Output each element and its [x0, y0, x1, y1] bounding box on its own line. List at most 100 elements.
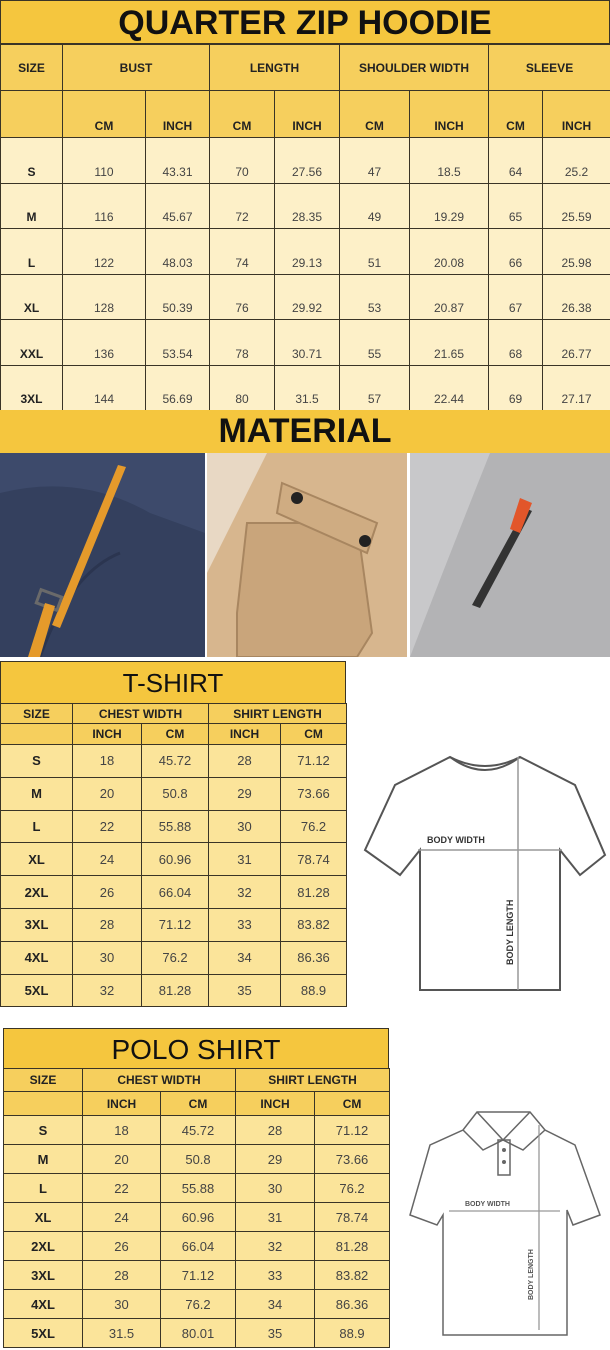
value-cell: 86.36: [280, 940, 348, 975]
value-cell: 78: [209, 319, 276, 366]
empty-header: [0, 90, 63, 138]
value-cell: 26: [82, 1231, 161, 1261]
value-cell: 25.59: [542, 182, 610, 229]
value-cell: 18: [72, 744, 142, 778]
table-row: 5XL 31.5 80.01 35 88.9: [3, 1318, 391, 1348]
table-row: XXL 136 53.54 78 30.71 55 21.65 68 26.77: [0, 319, 610, 366]
value-cell: 55: [339, 319, 411, 366]
value-cell: 66.04: [140, 875, 210, 909]
hoodie-size-table: SIZE BUST LENGTH SHOULDER WIDTH SLEEVE C…: [0, 44, 610, 411]
value-cell: 35: [235, 1318, 316, 1348]
value-cell: 74: [209, 228, 276, 275]
chest-width-header: CHEST WIDTH: [71, 703, 210, 724]
value-cell: 24: [72, 842, 142, 877]
size-cell: L: [0, 228, 63, 275]
value-cell: 71.12: [314, 1115, 391, 1145]
size-header: SIZE: [3, 1068, 83, 1092]
value-cell: 81.28: [140, 973, 210, 1008]
table-row: M 20 50.8 29 73.66: [3, 1144, 391, 1174]
table-row: L 122 48.03 74 29.13 51 20.08 66 25.98: [0, 228, 610, 275]
value-cell: 22: [72, 809, 142, 844]
value-cell: 26.38: [542, 273, 610, 320]
size-cell: 4XL: [3, 1289, 83, 1319]
size-cell: S: [0, 137, 63, 184]
value-cell: 20.08: [409, 228, 490, 275]
value-cell: 76: [209, 273, 276, 320]
value-cell: 21.65: [409, 319, 490, 366]
size-cell: 2XL: [0, 875, 73, 909]
value-cell: 144: [62, 364, 146, 411]
value-cell: 27.56: [274, 137, 341, 184]
chest-width-header: CHEST WIDTH: [81, 1068, 237, 1092]
polo-size-table: SIZE CHEST WIDTH SHIRT LENGTH INCH CM INCH…: [3, 1068, 391, 1348]
unit-header-inch: INCH: [235, 1091, 316, 1116]
value-cell: 50.8: [140, 776, 210, 811]
table-row: XL 24 60.96 31 78.74: [3, 1202, 391, 1232]
body-width-label: BODY WIDTH: [427, 835, 485, 845]
value-cell: 29.13: [274, 228, 341, 275]
value-cell: 88.9: [314, 1318, 391, 1348]
table-row: XL 24 60.96 31 78.74: [0, 842, 348, 877]
value-cell: 86.36: [314, 1289, 391, 1319]
value-cell: 53: [339, 273, 411, 320]
unit-header-inch: INCH: [409, 90, 490, 138]
table-row: 3XL 144 56.69 80 31.5 57 22.44 69 27.17: [0, 364, 610, 411]
tshirt-title: T-SHIRT: [0, 661, 346, 704]
value-cell: 27.17: [542, 364, 610, 411]
value-cell: 35: [208, 973, 282, 1008]
unit-header-inch: INCH: [208, 723, 282, 745]
value-cell: 32: [72, 973, 142, 1008]
value-cell: 50.8: [159, 1144, 237, 1174]
value-cell: 116: [62, 182, 146, 229]
value-cell: 33: [235, 1260, 316, 1290]
shoulder-width-header: SHOULDER WIDTH: [339, 44, 490, 91]
value-cell: 80.01: [159, 1318, 237, 1348]
value-cell: 45.72: [159, 1115, 237, 1145]
value-cell: 66.04: [159, 1231, 237, 1261]
value-cell: 73.66: [314, 1144, 391, 1174]
value-cell: 33: [208, 907, 282, 942]
value-cell: 57: [339, 364, 411, 411]
unit-header-cm: CM: [209, 90, 276, 138]
table-row: L 22 55.88 30 76.2: [0, 809, 348, 844]
value-cell: 45.67: [144, 182, 211, 229]
value-cell: 78.74: [280, 842, 348, 877]
value-cell: 25.98: [542, 228, 610, 275]
unit-header-cm: CM: [488, 90, 544, 138]
value-cell: 81.28: [280, 875, 348, 909]
value-cell: 128: [62, 273, 146, 320]
value-cell: 76.2: [140, 940, 210, 975]
value-cell: 67: [488, 273, 544, 320]
value-cell: 76.2: [314, 1173, 391, 1203]
hoodie-title: QUARTER ZIP HOODIE: [0, 0, 610, 44]
value-cell: 71.12: [280, 744, 348, 778]
value-cell: 18: [82, 1115, 161, 1145]
table-row: M 116 45.67 72 28.35 49 19.29 65 25.59: [0, 182, 610, 229]
body-width-label: BODY WIDTH: [465, 1201, 510, 1208]
size-cell: XL: [3, 1202, 83, 1232]
table-row: 2XL 26 66.04 32 81.28: [0, 875, 348, 909]
grey-fabric-photo: [410, 453, 610, 657]
size-cell: XL: [0, 273, 63, 320]
value-cell: 70: [209, 137, 276, 184]
value-cell: 60.96: [159, 1202, 237, 1232]
size-cell: 4XL: [0, 940, 73, 975]
value-cell: 29.92: [274, 273, 341, 320]
size-cell: 3XL: [3, 1260, 83, 1290]
value-cell: 19.29: [409, 182, 490, 229]
size-cell: M: [0, 182, 63, 229]
length-header: LENGTH: [209, 44, 341, 91]
value-cell: 30: [82, 1289, 161, 1319]
tshirt-measurement-diagram: BODY WIDTH BODY LENGTH: [363, 755, 607, 991]
value-cell: 71.12: [140, 907, 210, 942]
value-cell: 78.74: [314, 1202, 391, 1232]
size-cell: S: [3, 1115, 83, 1145]
value-cell: 18.5: [409, 137, 490, 184]
unit-header-cm: CM: [62, 90, 146, 138]
value-cell: 31.5: [82, 1318, 161, 1348]
size-cell: XL: [0, 842, 73, 877]
value-cell: 20: [72, 776, 142, 811]
value-cell: 20: [82, 1144, 161, 1174]
navy-fabric-photo: [0, 453, 205, 657]
size-cell: M: [0, 776, 73, 811]
